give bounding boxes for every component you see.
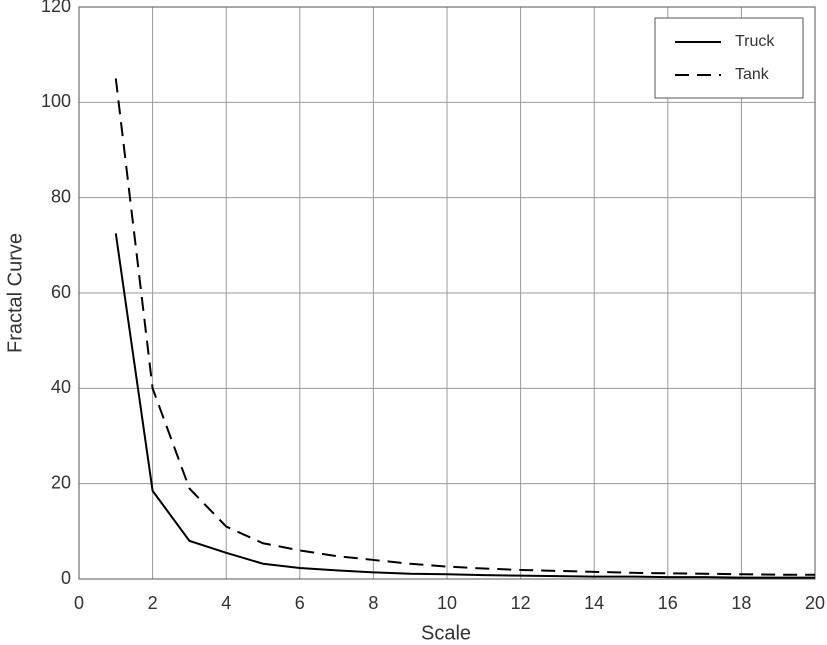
y-tick-label: 40: [51, 377, 71, 397]
x-axis-label: Scale: [421, 622, 471, 644]
data-line: [114, 78, 815, 576]
x-tick-label: 6: [295, 593, 305, 613]
y-tick-label: 100: [41, 91, 71, 111]
legend-label: Tank: [735, 66, 770, 83]
x-tick-label: 0: [74, 593, 84, 613]
legend-label: Truck: [735, 33, 775, 50]
x-tick-label: 14: [584, 593, 604, 613]
y-tick-label: 60: [51, 282, 71, 302]
x-tick-label: 12: [511, 593, 531, 613]
legend-box: [654, 17, 804, 99]
data-line: [114, 233, 815, 579]
y-tick-label: 0: [61, 568, 71, 588]
y-tick-label: 80: [51, 186, 71, 206]
x-tick-label: 4: [221, 593, 231, 613]
x-tick-label: 16: [658, 593, 678, 613]
plot-frame: [78, 6, 816, 580]
x-tick-label: 20: [805, 593, 825, 613]
y-axis-label: Fractal Curve: [4, 233, 26, 353]
x-tick-label: 2: [148, 593, 158, 613]
y-tick-label: 120: [41, 0, 71, 16]
x-tick-label: 10: [437, 593, 457, 613]
x-tick-label: 8: [368, 593, 378, 613]
x-tick-label: 18: [731, 593, 751, 613]
y-tick-label: 20: [51, 472, 71, 492]
